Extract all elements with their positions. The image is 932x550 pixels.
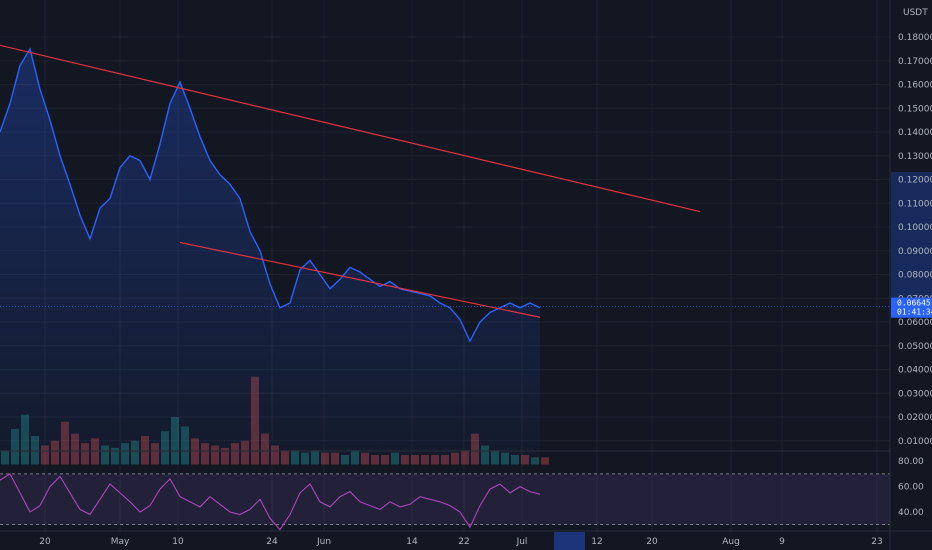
last-price-value: 0.06645 (897, 299, 931, 308)
price-tick-label: 0.08000 (898, 271, 932, 281)
price-tick-label: 0.02000 (898, 413, 932, 423)
currency-label: USDT (903, 8, 928, 18)
indicator-tick-label: 80.00 (898, 457, 924, 467)
time-tick-label: 20 (646, 537, 658, 547)
time-tick-label: May (111, 537, 130, 547)
price-tick-label: 0.03000 (898, 389, 932, 399)
indicator-axis-labels: 80.00 60.00 40.00 (898, 457, 924, 518)
time-tick-label: Jun (316, 537, 331, 547)
price-tick-label: 0.17000 (898, 57, 932, 67)
volume-bar (541, 457, 549, 465)
indicator-tick-label: 40.00 (898, 508, 924, 518)
time-axis-labels: 20 May 10 24 Jun 14 22 Jul 12 20 Aug 9 23 (39, 537, 882, 547)
time-tick-label: Aug (722, 537, 740, 547)
price-tick-label: 0.13000 (898, 152, 932, 162)
time-tick-label: 23 (871, 537, 882, 547)
indicator-tick-label: 60.00 (898, 483, 924, 493)
time-axis-highlight (554, 532, 585, 550)
price-tick-label: 0.05000 (898, 342, 932, 352)
price-tick-label: 0.14000 (898, 128, 932, 138)
candle-countdown: 01:41:34 (897, 308, 932, 317)
time-tick-label: 9 (779, 537, 785, 547)
time-tick-label: 12 (591, 537, 602, 547)
price-tick-label: 0.09000 (898, 247, 932, 257)
time-tick-label: 10 (172, 537, 184, 547)
price-line (0, 47, 541, 343)
last-price-tag (891, 297, 932, 318)
trendline (0, 44, 701, 213)
price-tick-label: 0.16000 (898, 81, 932, 91)
rsi-line (0, 473, 541, 531)
price-tick-label: 0.11000 (898, 199, 932, 209)
time-tick-label: 24 (266, 537, 278, 547)
price-axis-highlight (891, 172, 932, 315)
time-tick-label: 14 (406, 537, 418, 547)
price-tick-label: 0.06000 (898, 318, 932, 328)
time-tick-label: 22 (458, 537, 469, 547)
price-area (0, 48, 540, 465)
time-tick-label: Jul (516, 537, 528, 547)
trendline (179, 241, 541, 318)
time-tick-label: 20 (39, 537, 51, 547)
price-tick-label: 0.12000 (898, 176, 932, 186)
trendlines (0, 44, 701, 318)
price-tick-label: 0.10000 (898, 223, 932, 233)
price-tick-label: 0.15000 (898, 104, 932, 114)
price-tick-label: 0.04000 (898, 366, 932, 376)
price-tick-label: 0.01000 (898, 437, 932, 447)
rsi-band-fill (0, 473, 890, 525)
price-tick-label: 0.18000 (898, 33, 932, 43)
